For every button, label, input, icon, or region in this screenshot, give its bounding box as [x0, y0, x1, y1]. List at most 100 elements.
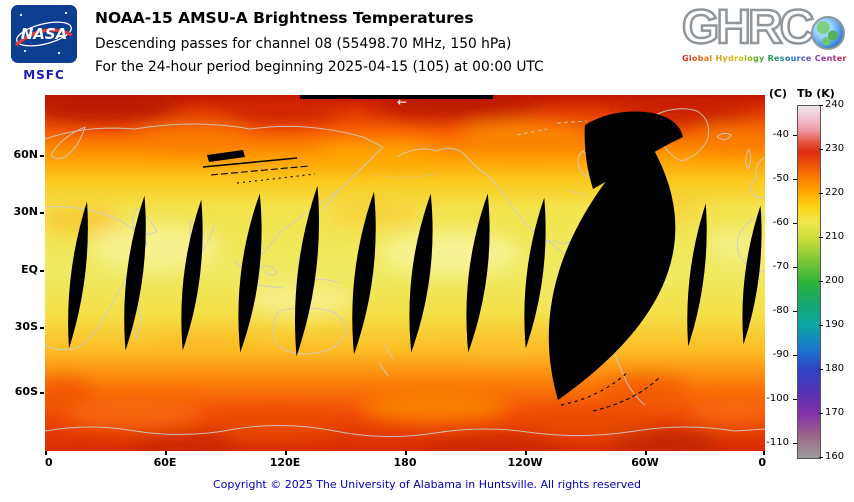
colorbar-kelvin-tick: [819, 413, 823, 414]
colorbar-kelvin-label: 160: [825, 451, 845, 462]
colorbar-kelvin-tick: [819, 237, 823, 238]
colorbar-celsius-label: -90: [772, 349, 789, 361]
y-axis-label: 30N: [13, 205, 38, 218]
colorbar-kelvin-label: 220: [825, 187, 845, 198]
subtitle-channel: Descending passes for channel 08 (55498.…: [95, 36, 512, 52]
swath-gap: [352, 191, 376, 355]
colorbar-kelvin-tick: [819, 193, 823, 194]
colorbar-kelvin-label: 180: [825, 363, 845, 374]
scanline-artifacts: [202, 95, 661, 412]
ghrc-tagline: Global Hydrology Resource Center: [682, 54, 847, 64]
colorbar-celsius-label: -80: [772, 305, 789, 317]
colorbar-kelvin-tick: [819, 105, 823, 106]
msfc-label: MSFC: [23, 68, 65, 82]
colorbar-kelvin-label: 210: [825, 231, 845, 242]
colorbar-kelvin-label: 170: [825, 407, 845, 418]
page-title: NOAA-15 AMSU-A Brightness Temperatures: [95, 9, 474, 27]
colorbar-celsius-tick: [793, 355, 797, 357]
colorbar-celsius-label: -60: [772, 217, 789, 229]
colorbar-celsius-label: -50: [772, 173, 789, 185]
colorbar-celsius-tick: [793, 311, 797, 313]
swath-gap: [124, 195, 146, 351]
brightness-temperature-map: ←: [45, 95, 765, 451]
copyright-text: Copyright © 2025 The University of Alaba…: [212, 478, 642, 491]
swath-gap: [238, 193, 262, 353]
x-axis-tick: [165, 451, 167, 455]
x-axis-label: 0: [758, 456, 767, 469]
ghrc-globe-icon: [811, 16, 845, 50]
colorbar-kelvin-tick: [819, 149, 823, 150]
swath-gap: [466, 193, 490, 353]
temperature-blotches: [45, 95, 765, 451]
x-axis-tick: [405, 451, 407, 455]
swath-gap-large: [584, 111, 683, 189]
footer: Copyright © 2025 The University of Alaba…: [0, 478, 854, 491]
x-axis-label: 60W: [631, 456, 659, 469]
x-axis-label: 60E: [153, 456, 177, 469]
swath-gap-large: [548, 135, 676, 400]
nasa-logo-text: NASA: [21, 25, 68, 43]
colorbar-celsius-label: -70: [772, 261, 789, 273]
scanline-artifact: [236, 173, 316, 184]
colorbar-kelvin-unit: Tb (K): [797, 87, 835, 100]
colorbar-celsius-tick: [793, 179, 797, 181]
colorbar-celsius-label: -110: [766, 437, 789, 449]
x-axis-label: 180: [393, 456, 417, 469]
colorbar-kelvin-tick: [819, 325, 823, 326]
colorbar-gradient: [797, 105, 821, 459]
swath-gap: [294, 185, 320, 357]
colorbar-kelvin-label: 190: [825, 319, 845, 330]
map-frame: ←: [45, 95, 765, 451]
x-axis-tick: [763, 451, 765, 455]
nasa-logo: NASA MSFC: [11, 5, 77, 82]
colorbar-kelvin-tick: [819, 281, 823, 282]
swath-gap: [742, 205, 762, 345]
colorbar-celsius-tick: [793, 223, 797, 225]
y-axis-label: 60N: [13, 148, 38, 161]
colorbar-kelvin-tick: [819, 369, 823, 370]
colorbar-celsius-unit: (C): [768, 87, 787, 100]
scanline-artifact: [592, 376, 661, 412]
x-axis-tick: [285, 451, 287, 455]
colorbar-celsius-tick: [793, 267, 797, 269]
x-axis-tick: [525, 451, 527, 455]
nasa-meatball-icon: NASA: [11, 5, 77, 63]
y-axis-tick: [40, 155, 44, 157]
x-axis-label: 120W: [507, 456, 543, 469]
colorbar-kelvin-label: 230: [825, 143, 845, 154]
swath-gap: [181, 199, 203, 351]
colorbar-kelvin-label: 200: [825, 275, 845, 286]
direction-arrow-icon: ←: [397, 95, 407, 109]
scanline-artifact: [560, 370, 630, 406]
colorbar-celsius-label: -40: [772, 129, 789, 141]
swath-gap: [68, 201, 88, 349]
colorbar-kelvin-label: 240: [825, 99, 845, 110]
y-axis-label: 60S: [14, 385, 38, 398]
swath-gap-large: [207, 150, 245, 162]
ghrc-logo: GHRC Global Hydrology Resource Center: [681, 1, 848, 64]
y-axis-tick: [40, 270, 44, 272]
scanline-artifact: [202, 157, 298, 168]
ghrc-logo-text: GHRC: [681, 1, 816, 54]
colorbar-celsius-tick: [793, 443, 797, 445]
x-axis-label: 0: [45, 456, 53, 469]
swath-gap: [409, 193, 433, 353]
header-titles: NOAA-15 AMSU-A Brightness Temperatures D…: [95, 9, 544, 82]
colorbar-celsius-label: -100: [766, 393, 789, 405]
y-axis-tick: [40, 392, 44, 394]
swath-gap: [524, 197, 546, 349]
subtitle-period: For the 24-hour period beginning 2025-04…: [95, 59, 544, 75]
y-axis-tick: [40, 212, 44, 214]
colorbar-celsius-tick: [793, 399, 797, 401]
x-axis-tick: [45, 451, 47, 455]
swath-gap: [687, 203, 707, 347]
y-axis-label: EQ: [21, 263, 38, 276]
x-axis-tick: [645, 451, 647, 455]
colorbar-kelvin-tick: [819, 457, 823, 458]
x-axis-label: 120E: [269, 456, 301, 469]
y-axis-label: 30S: [14, 320, 38, 333]
descending-pass-gaps: [68, 111, 762, 400]
scanline-artifact: [210, 165, 310, 176]
y-axis-tick: [40, 327, 44, 329]
